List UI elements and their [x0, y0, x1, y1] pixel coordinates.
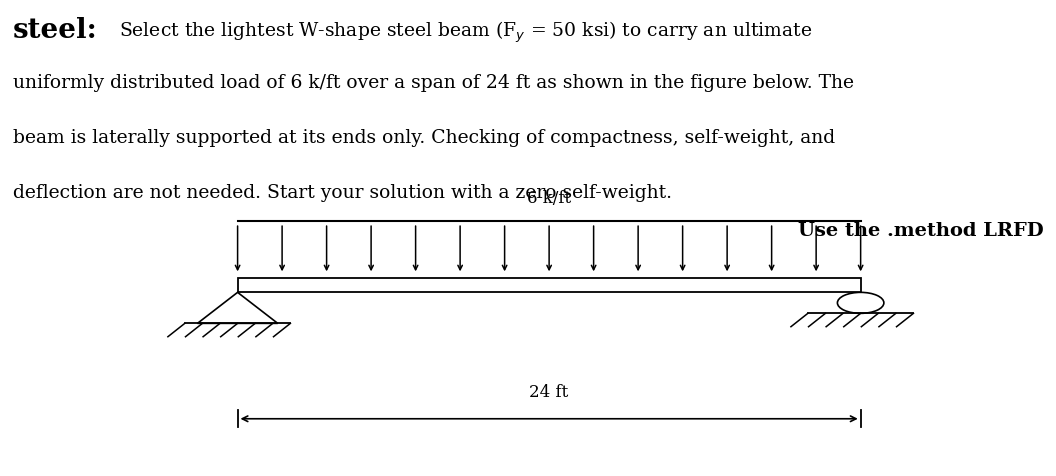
Text: deflection are not needed. Start your solution with a zero self-weight.: deflection are not needed. Start your so… [13, 183, 672, 201]
Text: 6 k/ft: 6 k/ft [527, 190, 571, 207]
Text: beam is laterally supported at its ends only. Checking of compactness, self-weig: beam is laterally supported at its ends … [13, 129, 835, 147]
Text: Use the .method LRFD: Use the .method LRFD [797, 221, 1043, 239]
Text: steel:: steel: [13, 17, 97, 44]
Circle shape [837, 293, 884, 314]
Bar [238, 278, 861, 293]
Text: 24 ft: 24 ft [529, 383, 569, 400]
Polygon shape [197, 293, 278, 324]
Text: uniformly distributed load of 6 k/ft over a span of 24 ft as shown in the figure: uniformly distributed load of 6 k/ft ove… [13, 74, 853, 92]
Text: Select the lightest W-shape steel beam (F$_y$ = 50 ksi) to carry an ultimate: Select the lightest W-shape steel beam (… [119, 19, 813, 44]
